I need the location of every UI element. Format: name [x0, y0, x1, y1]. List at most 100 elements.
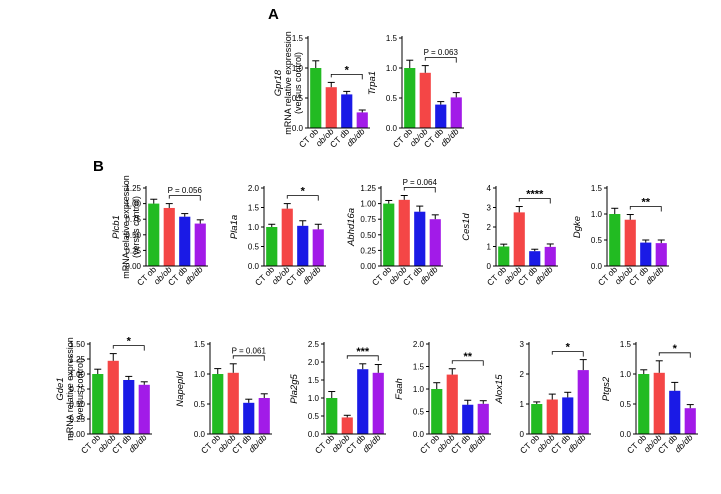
gde1-ytick-label-0: 0.00 — [69, 430, 85, 439]
pla1a-ytick-label-1: 0.5 — [248, 243, 260, 252]
gpr18-ytick-label-3: 1.5 — [292, 34, 304, 43]
pla1a-ytick-label-2: 1.0 — [248, 223, 260, 232]
trpa1-ylabel: Trpa1 — [367, 71, 378, 95]
pla2g5-ytick-label-4: 2.0 — [308, 358, 320, 367]
gde1-ylabel: Gde1 — [55, 377, 66, 400]
gpr18-bar-ct-db — [341, 94, 353, 128]
ptgs2-bar-db-db — [684, 408, 696, 434]
trpa1-significance-bracket — [424, 57, 457, 63]
trpa1-bar-ct-ob — [404, 68, 416, 128]
pla1a-xtick-label-db-db: db/db — [301, 264, 323, 286]
trpa1-bar-ct-db — [435, 104, 447, 128]
trpa1-ytick-label-1: 0.5 — [386, 94, 398, 103]
plcb1-bar-ct-ob — [148, 203, 160, 266]
gpr18-ytick-label-2: 1.0 — [292, 64, 304, 73]
ces1d-xtick-label-db-db: db/db — [533, 264, 555, 286]
abhd16a-significance-bracket — [403, 187, 436, 193]
faah-ytick-label-1: 0.5 — [413, 408, 425, 417]
ces1d-significance-label: **** — [526, 189, 544, 201]
gpr18-ytick-label-0: 0.0 — [292, 124, 304, 133]
pla2g5-bar-ob-ob — [341, 417, 353, 434]
pla1a-significance-label: * — [301, 186, 306, 198]
alox15-ytick-label-2: 2 — [520, 370, 525, 379]
pla2g5-bar-ct-ob — [326, 398, 338, 434]
alox15-bar-ob-ob — [546, 399, 558, 434]
plcb1-ytick-label-5: 1.25 — [125, 184, 141, 193]
dgke-bar-db-db — [655, 243, 667, 266]
gpr18-shared-ylabel-line-1: mRNA relative expression — [283, 31, 293, 135]
dgke-bar-ob-ob — [624, 219, 636, 266]
faah-bar-ct-db — [462, 404, 474, 434]
abhd16a-significance-label: P = 0.064 — [403, 178, 438, 187]
pla2g5-significance-bracket — [346, 355, 379, 361]
ces1d-bar-ct-ob — [498, 246, 510, 266]
pla2g5-xtick-label-db-db: db/db — [361, 432, 383, 454]
faah-ytick-label-4: 2.0 — [413, 340, 425, 349]
abhd16a-ytick-label-5: 1.25 — [360, 184, 376, 193]
gpr18-significance-bracket — [330, 74, 363, 80]
trpa1-bar-db-db — [450, 97, 462, 128]
abhd16a-ytick-label-1: 0.25 — [360, 246, 376, 255]
trpa1-ytick-label-2: 1.0 — [386, 64, 398, 73]
alox15-bar-ct-db — [562, 397, 574, 434]
pla1a-significance-bracket — [286, 195, 319, 201]
plcb1-ytick-label-2: 0.50 — [125, 231, 141, 240]
panel-letter-b: B — [93, 158, 104, 175]
abhd16a-ytick-label-2: 0.50 — [360, 231, 376, 240]
ces1d-bar-ct-db — [529, 251, 541, 266]
plcb1-shared-ylabel-line-2: (versus control) — [131, 196, 141, 258]
alox15-bar-ct-ob — [531, 404, 543, 434]
gpr18-ylabel: Gpr18 — [273, 69, 284, 96]
plcb1-significance-label: P = 0.056 — [168, 186, 203, 195]
gde1-bar-db-db — [138, 384, 150, 434]
gde1-bar-ob-ob — [107, 360, 119, 434]
napepld-bar-ct-ob — [212, 374, 224, 434]
dgke-ytick-label-3: 1.5 — [591, 184, 603, 193]
faah-ytick-label-2: 1.0 — [413, 385, 425, 394]
faah-bar-ct-ob — [431, 389, 443, 434]
panel-letter-a: A — [268, 6, 279, 23]
plcb1-ytick-label-1: 0.25 — [125, 246, 141, 255]
gde1-shared-ylabel-line-1: mRNA relative expression — [65, 337, 75, 441]
napepld-significance-bracket — [232, 355, 265, 361]
pla1a-ytick-label-3: 1.5 — [248, 204, 260, 213]
pla1a-bar-ob-ob — [281, 208, 293, 266]
plcb1-xtick-label-db-db: db/db — [183, 264, 205, 286]
dgke-ylabel: Dgke — [572, 216, 583, 238]
gde1-significance-label: * — [127, 336, 132, 348]
plcb1-bar-ct-db — [179, 216, 191, 266]
plcb1-bar-db-db — [194, 223, 206, 266]
gpr18-bar-db-db — [356, 112, 368, 128]
napepld-significance-label: P = 0.061 — [232, 346, 267, 355]
pla1a-bar-ct-db — [297, 225, 309, 266]
gpr18-shared-ylabel-line-2: (versus control) — [293, 52, 303, 114]
ces1d-significance-bracket — [518, 198, 551, 204]
gde1-shared-ylabel-line-2: (versus control) — [75, 358, 85, 420]
napepld-bar-ct-db — [243, 402, 255, 434]
pla1a-ylabel: Pla1a — [229, 215, 240, 239]
ces1d-bar-ob-ob — [513, 212, 525, 266]
abhd16a-xtick-label-db-db: db/db — [418, 264, 440, 286]
pla2g5-ytick-label-1: 0.5 — [308, 412, 320, 421]
abhd16a-bar-db-db — [429, 219, 441, 266]
plcb1-ytick-label-3: 0.75 — [125, 215, 141, 224]
ces1d-bar-db-db — [544, 246, 556, 266]
napepld-xtick-label-db-db: db/db — [247, 432, 269, 454]
pla2g5-ytick-label-2: 1.0 — [308, 394, 320, 403]
plcb1-significance-bracket — [168, 195, 201, 201]
abhd16a-ylabel: Abhd16a — [346, 208, 357, 247]
ptgs2-bar-ct-ob — [638, 374, 650, 434]
faah-ytick-label-0: 0.0 — [413, 430, 425, 439]
pla2g5-ytick-label-3: 1.5 — [308, 376, 320, 385]
trpa1-ytick-label-0: 0.0 — [386, 124, 398, 133]
trpa1-significance-label: P = 0.063 — [424, 48, 459, 57]
faah-xtick-label-db-db: db/db — [466, 432, 488, 454]
pla2g5-ylabel: Pla2g5 — [289, 373, 300, 403]
alox15-ylabel: Alox15 — [494, 374, 505, 405]
alox15-ytick-label-0: 0 — [520, 430, 525, 439]
dgke-ytick-label-1: 0.5 — [591, 236, 603, 245]
faah-ylabel: Faah — [394, 378, 405, 400]
dgke-ytick-label-2: 1.0 — [591, 210, 603, 219]
pla2g5-bar-db-db — [372, 372, 384, 434]
